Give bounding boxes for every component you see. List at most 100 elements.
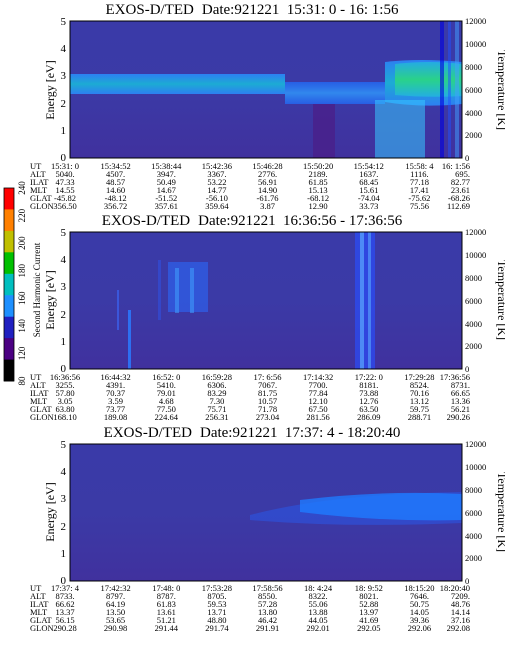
ephemeris-label: ILAT: [30, 599, 49, 609]
ephemeris-value: 56.15: [55, 615, 74, 625]
ephemeris-value: 16: 1:56: [442, 161, 470, 171]
panel-2-y2tick: 2000: [465, 341, 482, 351]
panel-3-y2ticks: 0 2000 4000 6000 8000 10000 12000: [465, 439, 486, 586]
panel-3-y2tick: 12000: [465, 439, 486, 449]
ephemeris-value: 281.56: [306, 412, 329, 422]
ephemeris-value: 14.67: [157, 185, 176, 195]
panel-3-y2tick: 8000: [465, 485, 482, 495]
ephemeris-value: 59.53: [207, 599, 226, 609]
ephemeris-label: ALT: [30, 591, 47, 601]
colorbar-swatch: [4, 230, 14, 253]
ephemeris-value: 15:34:52: [100, 161, 130, 171]
ephemeris-value: 2776.: [258, 169, 277, 179]
ephemeris-value: 16:59:28: [202, 372, 232, 382]
ephemeris-value: 8797.: [106, 591, 125, 601]
ephemeris-value: 48.76: [451, 599, 470, 609]
ephemeris-value: 292.08: [447, 623, 470, 633]
ephemeris-value: 3255.: [55, 380, 74, 390]
ephemeris-value: 7.30: [209, 396, 224, 406]
panel-3: EXOS-D/TED Date:921221 17:37: 4 - 18:20:40…: [30, 425, 505, 633]
colorbar-tick: 120: [17, 346, 27, 360]
ephemeris-value: 55.06: [309, 599, 328, 609]
colorbar-swatch: [4, 273, 14, 296]
ephemeris-value: 14.90: [258, 185, 277, 195]
ephemeris-value: 61.83: [157, 599, 176, 609]
ephemeris-value: 15:31: 0: [51, 161, 79, 171]
ephemeris-value: 8021.: [359, 591, 378, 601]
ephemeris-value: 17:22: 0: [355, 372, 383, 382]
colorbar-swatches: [4, 188, 14, 382]
ephemeris-label: GLAT: [30, 193, 53, 203]
panel-2: EXOS-D/TED Date:921221 16:36:56 - 17:36:56…: [30, 213, 505, 422]
ephemeris-value: 75.56: [410, 201, 429, 211]
ephemeris-value: 15.61: [359, 185, 378, 195]
ephemeris-value: 82.77: [451, 177, 470, 187]
ephemeris-value: 16:52: 0: [152, 372, 180, 382]
ephemeris-label: UT: [30, 372, 42, 382]
ephemeris-value: 15:46:28: [252, 161, 282, 171]
ephemeris-value: 73.77: [106, 404, 125, 414]
ephemeris-value: 7646.: [410, 591, 429, 601]
ephemeris-value: 64.19: [106, 599, 125, 609]
panel-1-plot: [69, 20, 463, 159]
ephemeris-value: 5410.: [157, 380, 176, 390]
ephemeris-value: 17:42:32: [100, 583, 130, 593]
ephemeris-value: 50.75: [410, 599, 429, 609]
ephemeris-value: 56.91: [258, 177, 277, 187]
ephemeris-value: 17:36:56: [440, 372, 470, 382]
panel-2-yticks: 0 1 2 3 4 5: [61, 227, 67, 375]
panel-3-y2tick: 6000: [465, 508, 482, 518]
ephemeris-value: 70.37: [106, 388, 125, 398]
ephemeris-value: 41.69: [359, 615, 378, 625]
ephemeris-label: MLT: [30, 396, 48, 406]
ephemeris-value: 8181.: [359, 380, 378, 390]
ephemeris-value: 73.88: [359, 388, 378, 398]
colorbar-tick: 200: [17, 236, 27, 250]
ephemeris-label: GLON: [30, 412, 54, 422]
ephemeris-value: 15:58: 4: [405, 161, 434, 171]
ephemeris-value: 17:53:28: [202, 583, 232, 593]
panel-3-title: EXOS-D/TED Date:921221 17:37: 4 - 18:20:40: [104, 425, 401, 441]
ephemeris-value: 14.60: [106, 185, 125, 195]
ephemeris-value: 13.37: [55, 607, 74, 617]
ephemeris-value: 13.50: [106, 607, 125, 617]
colorbar-label: Second Harmonic Current: [32, 242, 42, 337]
ephemeris-value: 292.05: [357, 623, 380, 633]
panel-3-y2tick: 0: [465, 576, 469, 586]
panel-3-ytick: 2: [61, 521, 67, 533]
ephemeris-value: 83.29: [207, 388, 226, 398]
ephemeris-value: 79.01: [157, 388, 176, 398]
panel-2-ytick: 2: [61, 309, 67, 321]
colorbar-swatch: [4, 316, 14, 339]
ephemeris-value: 15:38:44: [151, 161, 182, 171]
panel-2-ephemeris: UT ALT ILAT MLT GLAT GLON 16:36:563255.5…: [30, 372, 470, 422]
ephemeris-value: 4391.: [106, 380, 125, 390]
panel-1-band-green: [395, 62, 462, 97]
ephemeris-value: -45.82: [54, 193, 76, 203]
ephemeris-value: 13.36: [451, 396, 470, 406]
ephemeris-value: -61.76: [257, 193, 279, 203]
panel-1-band-left: [70, 74, 285, 94]
ephemeris-value: 63.50: [359, 404, 378, 414]
ephemeris-value: 66.62: [55, 599, 74, 609]
ephemeris-value: 8787.: [157, 591, 176, 601]
ephemeris-value: 56.21: [451, 404, 470, 414]
ephemeris-value: 14.05: [410, 607, 429, 617]
panel-1-ytick: 3: [61, 70, 67, 82]
panel-2-y2tick: 0: [465, 364, 469, 374]
panel-2-ytick: 1: [61, 336, 67, 348]
panel-2-plot: [69, 231, 463, 370]
ephemeris-value: 7209.: [451, 591, 470, 601]
ephemeris-value: 37.16: [451, 615, 470, 625]
panel-3-y2label: Temperature [K]: [495, 472, 505, 552]
ephemeris-value: 15.13: [309, 185, 328, 195]
ephemeris-value: 48.57: [106, 177, 125, 187]
panel-2-frame: [69, 231, 463, 370]
ephemeris-value: 291.44: [155, 623, 179, 633]
ephemeris-value: -68.12: [307, 193, 329, 203]
ephemeris-label: GLAT: [30, 615, 53, 625]
ephemeris-value: 57.28: [258, 599, 277, 609]
panel-2-y2tick: 10000: [465, 250, 486, 260]
